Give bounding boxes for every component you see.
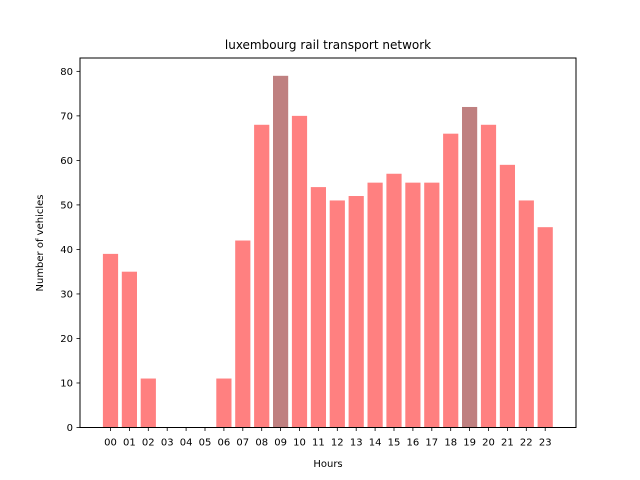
bar-07	[235, 240, 251, 428]
bar-17	[424, 182, 440, 428]
y-tick-label-10: 10	[60, 379, 73, 390]
bar-09	[273, 75, 289, 428]
x-axis-label: Hours	[313, 459, 342, 470]
bar-15	[386, 173, 402, 428]
bar-21	[499, 164, 515, 428]
y-tick-label-80: 80	[60, 67, 73, 78]
y-tick-label-20: 20	[60, 334, 73, 345]
bar-08	[254, 124, 270, 428]
x-tick-label-13: 13	[350, 438, 363, 449]
x-tick-label-00: 00	[104, 438, 117, 449]
bar-01	[121, 271, 137, 428]
x-tick-label-21: 21	[501, 438, 514, 449]
bar-00	[102, 253, 119, 428]
y-tick-label-60: 60	[60, 156, 73, 167]
x-tick-label-10: 10	[293, 438, 306, 449]
x-tick-label-16: 16	[407, 438, 420, 449]
bar-23	[537, 227, 553, 428]
bar-20	[480, 124, 497, 428]
x-tick-label-20: 20	[482, 438, 495, 449]
x-tick-label-05: 05	[199, 438, 212, 449]
bar-18	[443, 133, 459, 428]
bar-19	[462, 106, 478, 428]
y-axis: 0 10 20 30 40 50 60 70 80	[60, 67, 80, 434]
bar-12	[329, 200, 345, 428]
y-tick-label-50: 50	[60, 201, 73, 212]
x-tick-label-17: 17	[425, 438, 438, 449]
x-axis: 00 01 02 03 04 05 06 07 08 09 10 11 12 13 14 15 16 17 18 19…	[104, 427, 552, 449]
y-tick-label-0: 0	[67, 423, 73, 434]
bar-06	[216, 378, 232, 428]
bar-11	[310, 187, 326, 428]
x-tick-label-15: 15	[388, 438, 401, 449]
x-tick-label-18: 18	[444, 438, 457, 449]
bar-13	[348, 196, 364, 428]
y-axis-label: Number of vehicles	[35, 195, 46, 292]
x-tick-label-01: 01	[123, 438, 136, 449]
x-tick-label-08: 08	[255, 438, 268, 449]
x-tick-label-09: 09	[274, 438, 287, 449]
x-tick-label-23: 23	[539, 438, 552, 449]
bar-14	[367, 182, 383, 428]
bar-16	[405, 182, 421, 428]
plot-frame	[79, 57, 577, 428]
y-tick-label-30: 30	[60, 290, 73, 301]
x-tick-label-22: 22	[520, 438, 533, 449]
bar-10	[291, 115, 308, 428]
bars-group	[102, 75, 553, 428]
x-tick-label-03: 03	[161, 438, 174, 449]
x-tick-label-07: 07	[236, 438, 249, 449]
x-tick-label-11: 11	[312, 438, 325, 449]
x-tick-label-02: 02	[142, 438, 155, 449]
x-tick-label-19: 19	[463, 438, 476, 449]
y-tick-label-70: 70	[60, 111, 73, 122]
x-tick-label-14: 14	[369, 438, 382, 449]
bar-02	[140, 378, 156, 428]
x-tick-label-12: 12	[331, 438, 344, 449]
x-tick-label-06: 06	[218, 438, 231, 449]
x-tick-label-04: 04	[180, 438, 193, 449]
bar-22	[518, 200, 534, 428]
y-tick-label-40: 40	[60, 245, 73, 256]
chart-title: luxembourg rail transport network	[225, 38, 431, 52]
